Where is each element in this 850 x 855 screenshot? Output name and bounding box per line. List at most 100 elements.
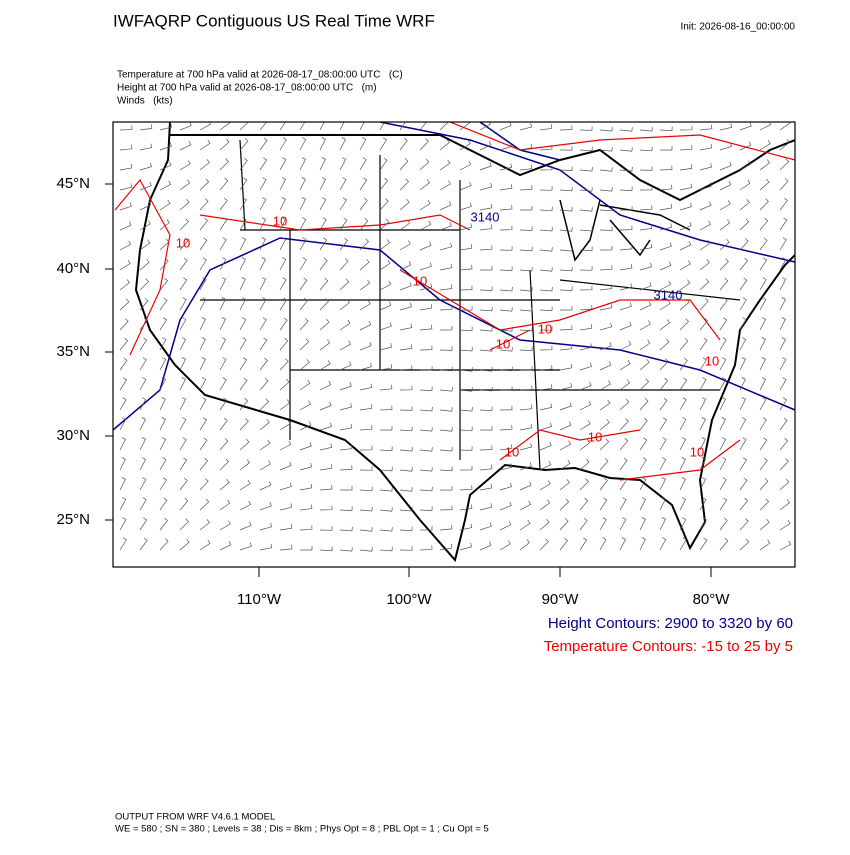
wind-barb	[479, 464, 493, 471]
wind-barb	[159, 297, 168, 311]
wind-barb	[139, 357, 147, 371]
wind-barb	[459, 181, 472, 191]
wind-barb	[579, 167, 593, 172]
wind-barb	[359, 177, 368, 191]
wind-barb	[599, 438, 610, 451]
wind-barb	[399, 546, 413, 551]
wind-barb	[199, 539, 211, 551]
wind-barb	[219, 297, 226, 311]
wind-barb	[499, 204, 513, 211]
wind-barb	[159, 497, 168, 511]
wind-barb	[339, 506, 353, 511]
wind-barb	[639, 224, 653, 231]
wind-barb	[199, 519, 210, 531]
wind-barb	[439, 407, 453, 412]
wind-barb	[779, 458, 789, 471]
wind-barb	[299, 257, 307, 271]
wind-barb	[119, 417, 127, 431]
wind-barb	[559, 325, 573, 331]
wind-barb	[659, 457, 667, 471]
wind-barb	[779, 438, 789, 451]
wind-barb	[359, 137, 367, 151]
wind-barb	[679, 183, 693, 191]
wind-barb	[139, 477, 147, 491]
wind-barb	[599, 303, 613, 311]
wind-barb	[259, 197, 267, 211]
wind-barb	[419, 199, 431, 211]
wind-barb	[579, 304, 593, 311]
wind-barb	[679, 221, 692, 231]
wind-barb	[439, 387, 453, 392]
wind-barb	[639, 358, 650, 371]
wind-barb	[759, 159, 771, 171]
wind-barb	[419, 324, 433, 331]
border	[170, 134, 795, 202]
wind-barb	[679, 318, 689, 331]
wind-barb	[419, 304, 433, 311]
wind-barb	[419, 467, 433, 472]
wind-barb	[299, 525, 313, 531]
temperature-contour	[114, 122, 795, 481]
wind-barb	[419, 486, 433, 492]
wind-barb	[699, 317, 708, 331]
wind-barb	[739, 377, 746, 391]
wind-barb	[659, 497, 666, 511]
wind-barb	[459, 504, 473, 511]
lat-label: 35°N	[56, 343, 90, 360]
wind-barb	[659, 223, 673, 231]
wind-barb	[419, 138, 429, 151]
wind-barb	[479, 347, 493, 352]
wind-barb	[339, 403, 353, 411]
wind-barb	[619, 206, 633, 211]
wind-barb	[439, 263, 453, 271]
wind-barb	[539, 145, 553, 151]
field-label: Winds (kts)	[117, 96, 173, 107]
wind-barb	[379, 466, 393, 472]
wind-barb	[139, 337, 148, 351]
wind-barb	[519, 366, 533, 371]
wind-barb	[279, 237, 287, 251]
wind-barb	[599, 458, 609, 471]
wind-barb	[699, 457, 706, 471]
wind-barb	[159, 258, 169, 271]
wind-barb	[279, 420, 291, 431]
wind-barb	[159, 377, 166, 391]
wind-barb	[439, 201, 452, 211]
wind-barb	[239, 542, 252, 551]
wind-barb	[279, 440, 292, 451]
wind-barb	[199, 377, 207, 391]
wind-barb	[659, 184, 673, 191]
wind-barb	[679, 338, 689, 351]
wind-barb	[779, 377, 787, 391]
lon-label: 110°W	[237, 591, 282, 608]
wind-barb	[679, 164, 693, 171]
wind-barb	[239, 138, 249, 151]
wind-barb	[279, 461, 292, 471]
wind-barb	[339, 382, 352, 391]
wind-barb	[499, 246, 513, 251]
title: IWFAQRP Contiguous US Real Time WRF	[113, 11, 435, 30]
wind-barb	[239, 479, 251, 491]
wind-barb	[419, 447, 433, 452]
wind-barb	[319, 484, 333, 491]
wind-barb	[179, 140, 192, 151]
wind-barb	[379, 259, 391, 271]
wind-barb	[459, 244, 473, 251]
temperature-contour-label: 10	[588, 429, 602, 444]
wind-barb	[619, 147, 633, 152]
wind-barb	[299, 137, 307, 151]
wind-barb	[699, 220, 711, 231]
wind-barb	[480, 266, 493, 271]
lat-label: 40°N	[56, 260, 90, 277]
wind-barb	[699, 259, 710, 271]
wind-barb	[439, 122, 449, 131]
wind-barb	[619, 264, 633, 271]
wind-barb	[319, 237, 328, 251]
wind-barbs	[119, 122, 792, 552]
wind-barb	[519, 385, 533, 391]
wind-barb	[119, 202, 132, 211]
wind-barb	[739, 257, 748, 271]
wind-barb	[719, 497, 728, 511]
wind-barb	[279, 137, 287, 151]
wind-barb	[239, 500, 252, 511]
